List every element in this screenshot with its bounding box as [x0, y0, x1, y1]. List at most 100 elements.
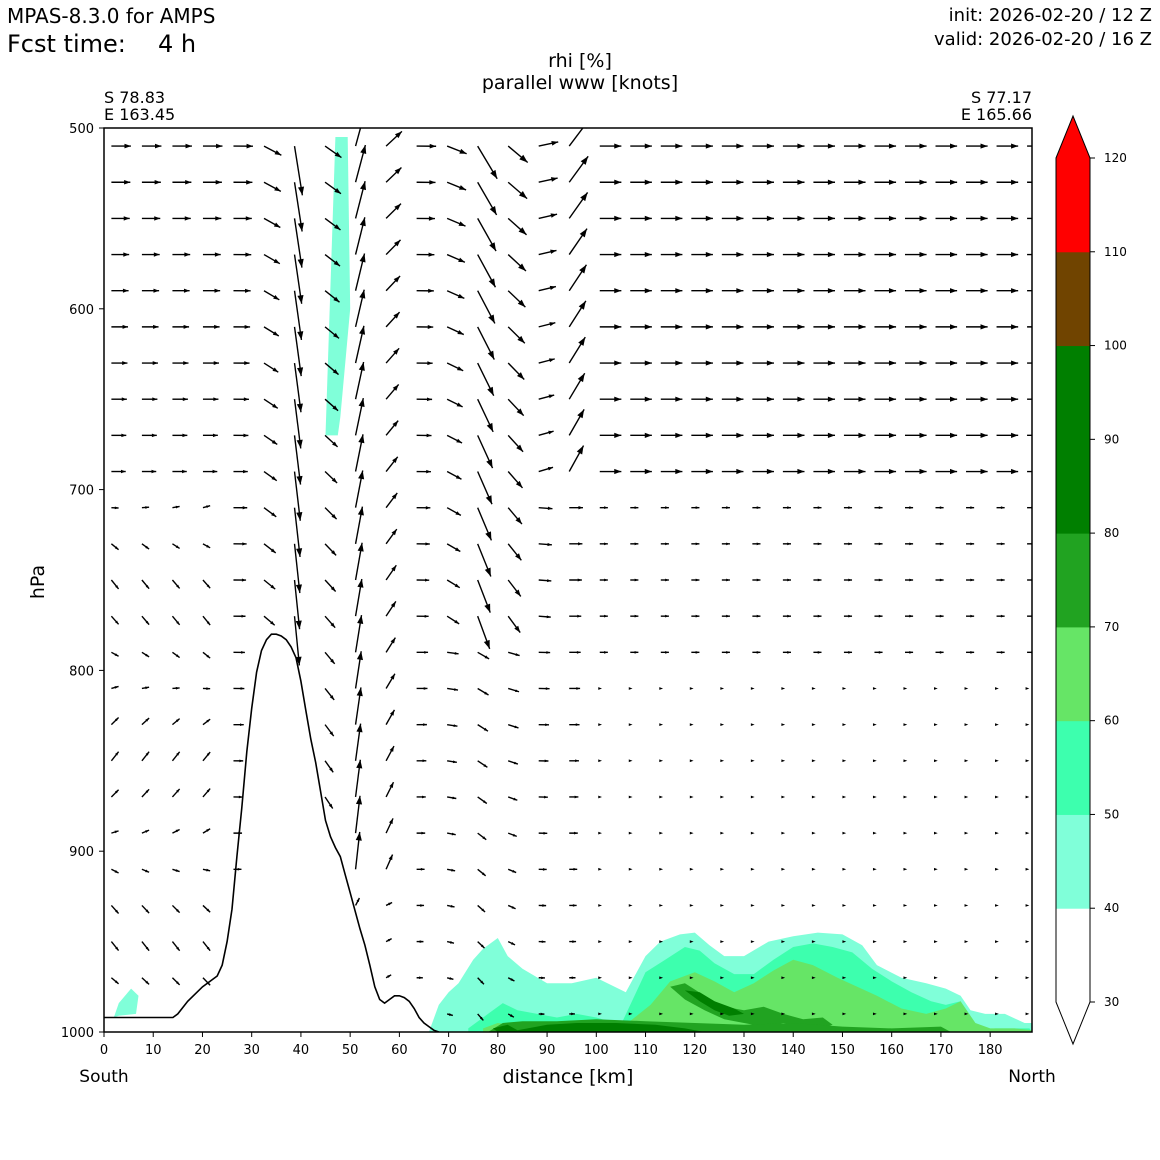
wind-vector — [354, 831, 362, 870]
wind-vector — [416, 433, 432, 438]
wind-vector — [324, 651, 336, 665]
wind-vector — [293, 145, 305, 196]
wind-vector — [691, 432, 713, 438]
wind-vector — [293, 579, 302, 630]
wind-vector — [1027, 542, 1032, 546]
wind-vector — [782, 215, 805, 221]
wind-vector — [293, 435, 303, 485]
wind-vector — [385, 167, 402, 183]
colorbar-tick-label: 70 — [1104, 620, 1119, 634]
wind-vector-layer — [110, 128, 1032, 1021]
wind-vector — [385, 239, 402, 256]
wind-vector — [874, 288, 897, 294]
wind-vector — [569, 759, 579, 763]
x-tick-label: 10 — [145, 1043, 162, 1058]
rhi-region-40-50 — [113, 988, 139, 1018]
wind-vector — [385, 203, 402, 219]
wind-vector — [689, 759, 694, 763]
wind-vector — [538, 868, 547, 871]
wind-vector — [507, 362, 525, 380]
wind-vector — [752, 215, 774, 221]
wind-vector — [782, 650, 791, 654]
wind-vector — [446, 145, 467, 155]
wind-vector — [659, 1012, 664, 1016]
wind-vector — [935, 396, 958, 402]
wind-vector — [598, 1012, 603, 1016]
wind-vector — [934, 904, 938, 907]
wind-vector — [111, 868, 119, 874]
wind-vector — [446, 217, 466, 227]
wind-vector — [995, 831, 999, 835]
wind-vector — [416, 216, 435, 221]
wind-vector — [416, 506, 431, 510]
wind-vector — [966, 360, 988, 366]
wind-vector — [569, 867, 578, 871]
wind-vector — [354, 361, 365, 400]
wind-vector — [141, 397, 158, 402]
wind-vector — [904, 179, 927, 185]
wind-vector — [934, 831, 938, 835]
wind-vector — [811, 904, 816, 907]
wind-vector — [1027, 470, 1032, 473]
wind-vector — [659, 687, 664, 690]
wind-vector — [782, 614, 791, 618]
wind-vector — [233, 687, 245, 690]
colorbar-extend-top — [1056, 116, 1090, 158]
wind-vector — [447, 687, 459, 691]
chart-title-line2: parallel www [knots] — [482, 72, 678, 94]
wind-vector — [904, 324, 927, 330]
x-tick-label: 50 — [342, 1043, 359, 1058]
colorbar-tick-label: 120 — [1104, 151, 1127, 165]
wind-vector — [293, 362, 303, 413]
wind-vector — [477, 181, 498, 216]
wind-vector — [874, 179, 897, 185]
wind-vector — [811, 1012, 816, 1016]
wind-vector — [110, 543, 120, 551]
wind-vector — [538, 976, 545, 980]
wind-vector — [659, 831, 664, 835]
wind-vector — [447, 832, 456, 836]
wind-vector — [598, 831, 603, 835]
wind-vector — [172, 361, 189, 365]
wind-vector — [599, 432, 622, 438]
terrain-line — [104, 633, 440, 1032]
wind-vector — [996, 324, 1019, 330]
wind-vector — [172, 543, 181, 550]
wind-vector — [874, 360, 897, 366]
wind-vector — [628, 759, 633, 763]
wind-vector — [630, 542, 639, 546]
wind-vector — [689, 723, 694, 727]
wind-vector — [172, 216, 191, 221]
x-tick-label: 110 — [633, 1043, 658, 1058]
wind-vector — [416, 867, 425, 871]
wind-vector — [477, 145, 498, 180]
wind-vector — [1025, 867, 1030, 871]
wind-vector — [538, 795, 548, 799]
wind-vector — [1025, 940, 1030, 943]
wind-vector — [141, 433, 157, 438]
wind-vector — [447, 651, 459, 655]
wind-vector — [477, 796, 488, 805]
wind-vector — [628, 831, 633, 835]
wind-vector — [599, 578, 608, 582]
wind-vector — [477, 290, 496, 324]
wind-vector — [354, 615, 364, 653]
wind-vector — [966, 578, 975, 582]
colorbar-segment — [1056, 626, 1090, 722]
wind-vector — [172, 179, 192, 185]
wind-vector — [752, 614, 761, 618]
wind-vector — [172, 324, 190, 329]
wind-vector — [691, 542, 700, 546]
wind-vector — [110, 579, 120, 590]
wind-vector — [843, 578, 853, 582]
wind-vector — [904, 468, 927, 475]
wind-vector — [813, 215, 836, 221]
wind-vector — [935, 143, 958, 149]
wind-vector — [538, 285, 557, 292]
rhi-region-80-90 — [684, 990, 744, 1016]
wind-vector — [904, 578, 914, 582]
wind-vector — [904, 360, 927, 366]
wind-vector — [354, 128, 362, 147]
wind-vector — [446, 253, 466, 263]
wind-vector — [141, 361, 158, 365]
